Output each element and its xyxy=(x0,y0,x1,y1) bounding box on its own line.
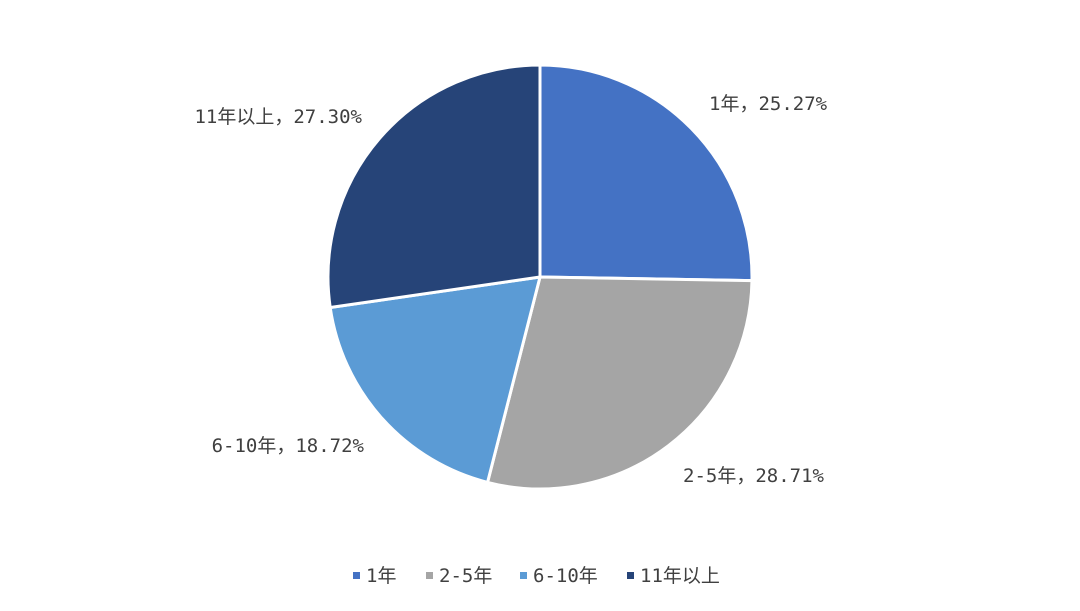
legend-swatch-3 xyxy=(520,572,527,579)
pie-slice-1 xyxy=(538,63,754,283)
data-label-1: 1年，25.27% xyxy=(709,93,828,115)
legend-swatch-4 xyxy=(627,572,634,579)
legend-swatch-1 xyxy=(353,572,360,579)
pie-slice-3 xyxy=(328,275,542,484)
legend-entry-1: 1年 xyxy=(366,565,396,587)
legend-entry-3: 6-10年 xyxy=(533,565,598,587)
data-labels: 1年，25.27% 2-5年，28.71% 6-10年，18.72% 11年以上，27… xyxy=(194,93,827,487)
pie-slice-2 xyxy=(486,275,754,491)
legend-entry-2: 2-5年 xyxy=(439,565,492,587)
legend-entry-4: 11年以上 xyxy=(640,565,720,587)
data-label-3: 6-10年，18.72% xyxy=(212,435,365,457)
pie-slice-4 xyxy=(326,63,542,310)
legend: 1年 2-5年 6-10年 11年以上 xyxy=(353,565,720,587)
data-label-4: 11年以上，27.30% xyxy=(194,106,362,128)
pie-slices xyxy=(326,63,754,491)
data-label-2: 2-5年，28.71% xyxy=(683,465,825,487)
legend-swatch-2 xyxy=(426,572,433,579)
